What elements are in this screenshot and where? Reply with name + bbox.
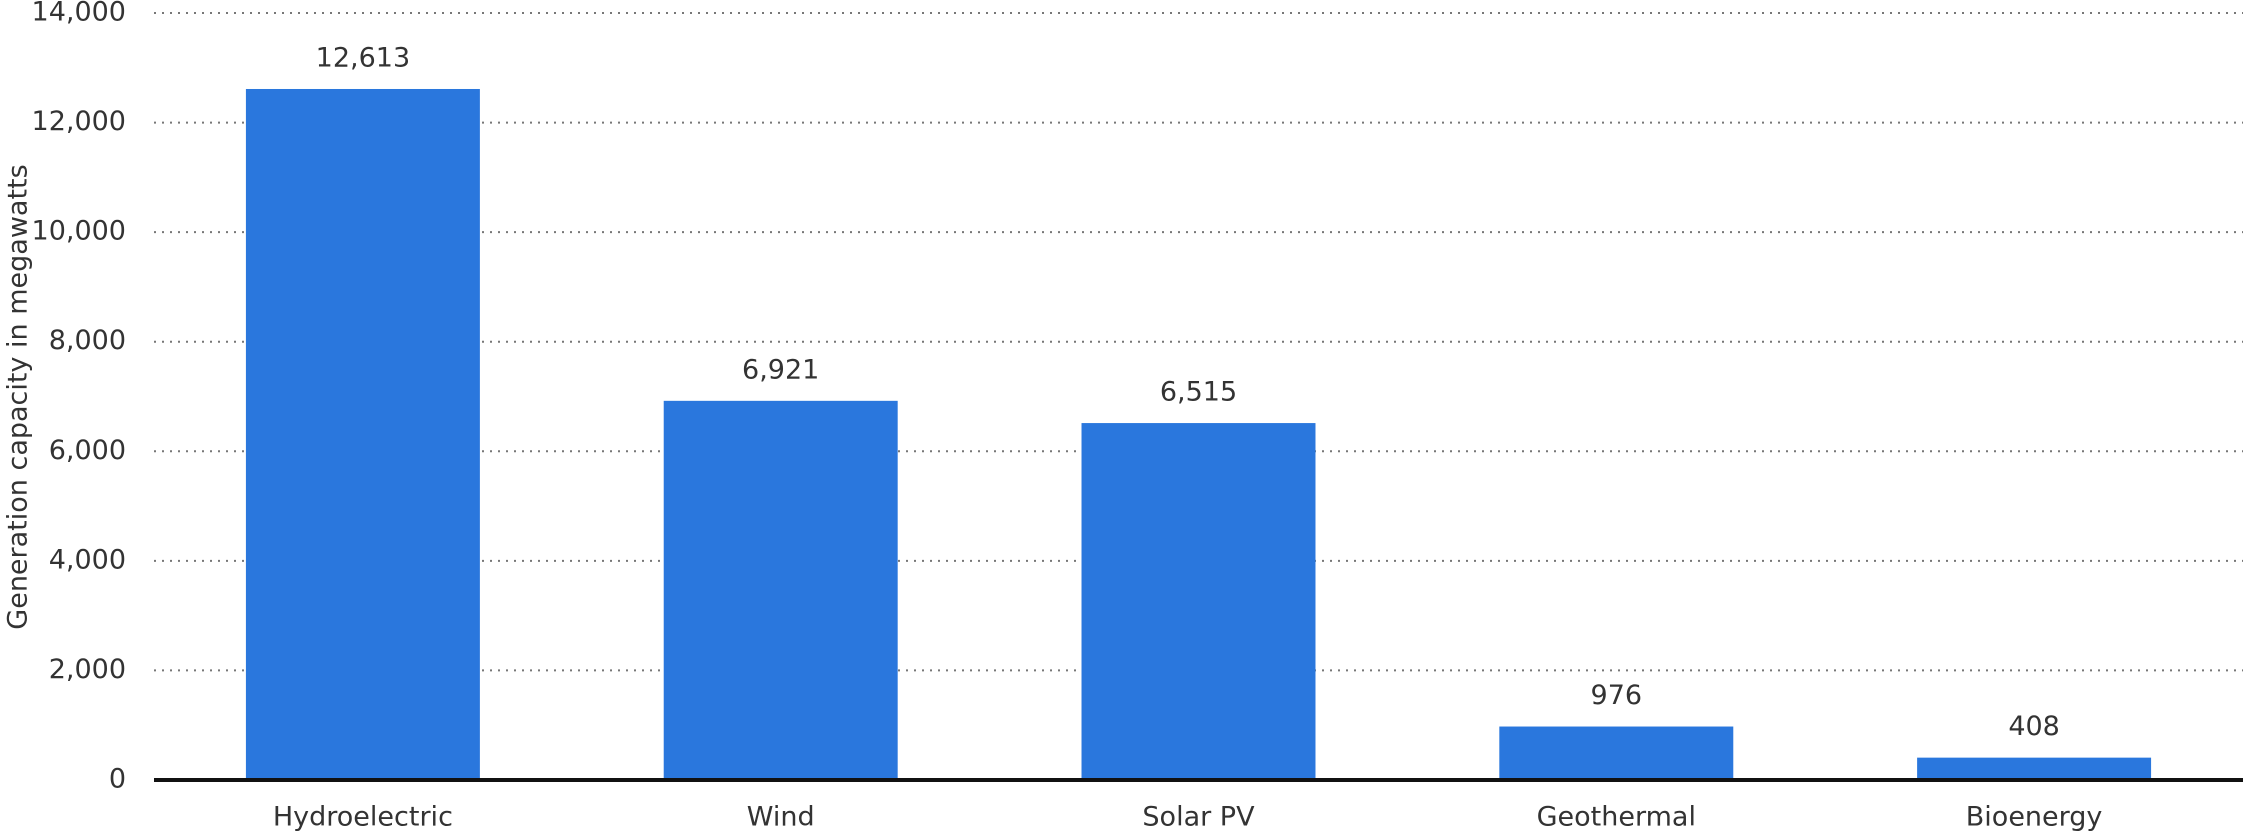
bar: [1499, 726, 1734, 780]
y-tick-label: 4,000: [49, 544, 126, 575]
bar: [1917, 757, 2152, 780]
y-tick-label: 2,000: [49, 654, 126, 685]
y-tick-label: 8,000: [49, 325, 126, 356]
x-tick-label: Bioenergy: [1966, 802, 2103, 833]
data-label: 408: [2008, 711, 2060, 742]
x-tick-label: Geothermal: [1537, 802, 1696, 833]
data-label: 6,921: [742, 354, 819, 385]
y-tick-label: 12,000: [32, 106, 126, 137]
data-label: 12,613: [316, 42, 410, 73]
x-tick-label: Solar PV: [1142, 802, 1255, 833]
bar: [1081, 423, 1316, 780]
bar: [663, 400, 898, 780]
data-label: 6,515: [1160, 377, 1237, 408]
y-axis-title: Generation capacity in megawatts: [3, 164, 34, 629]
data-label: 976: [1591, 680, 1643, 711]
y-tick-label: 10,000: [32, 216, 126, 247]
y-tick-label: 14,000: [32, 0, 126, 28]
y-tick-label: 6,000: [49, 435, 126, 466]
y-tick-label: 0: [109, 764, 126, 795]
x-tick-label: Hydroelectric: [273, 802, 453, 833]
bar: [245, 88, 480, 780]
x-tick-label: Wind: [747, 802, 815, 833]
